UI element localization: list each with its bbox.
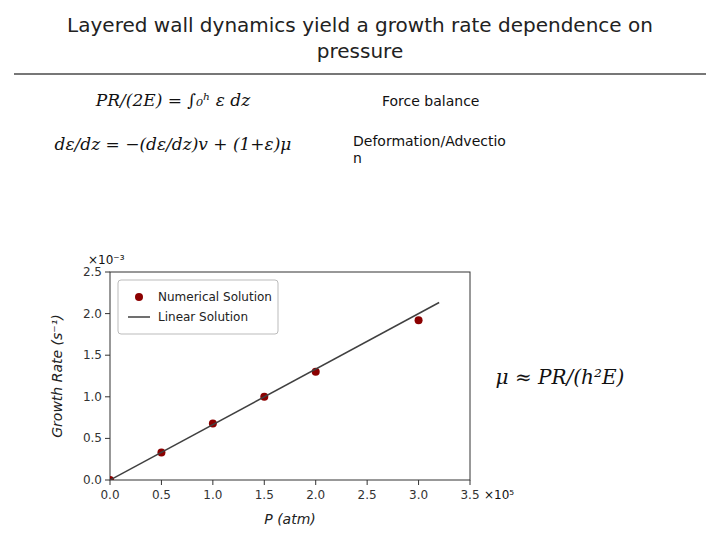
- legend-box: [118, 280, 278, 334]
- text-line: ×10⁵: [484, 488, 514, 502]
- x-tick: [470, 480, 471, 485]
- y-tick-label: 2.0: [83, 307, 102, 321]
- y-tick: [105, 480, 110, 481]
- text-line: Layered wall dynamics yield a growth rat…: [67, 13, 653, 37]
- x-tick: [264, 480, 265, 485]
- y-tick: [105, 438, 110, 439]
- x-axis-label: P (atm): [264, 511, 316, 527]
- legend-label: Numerical Solution: [158, 290, 272, 304]
- chart: Layered wall dynamics yield a growth rat…: [0, 0, 720, 540]
- annotation: μ ≈ PR/(h²E): [496, 365, 625, 389]
- y-tick: [105, 313, 110, 314]
- text-line: μ ≈ PR/(h²E): [496, 365, 625, 389]
- annotation: dε/dz = −(dε/dz)v + (1+ε)μ: [55, 134, 292, 154]
- y-tick-label: 2.5: [83, 265, 102, 279]
- title: Layered wall dynamics yield a growth rat…: [67, 13, 653, 63]
- x-tick: [212, 480, 213, 485]
- y-tick: [105, 355, 110, 356]
- y-tick-label: 0.5: [83, 431, 102, 445]
- annotation: Force balance: [382, 93, 479, 109]
- legend-swatch: [135, 293, 143, 301]
- x-tick: [367, 480, 368, 485]
- text-line: dε/dz = −(dε/dz)v + (1+ε)μ: [55, 134, 292, 154]
- text-line: ×10⁻³: [88, 253, 125, 267]
- text-line: n: [353, 150, 362, 166]
- title-rule: [14, 73, 706, 75]
- annotation: Deformation/Advection: [353, 133, 506, 166]
- legend-swatch: [128, 316, 150, 318]
- y-tick-label: 0.0: [83, 473, 102, 487]
- legend: Numerical Solution Linear Solution: [118, 280, 278, 334]
- background: [0, 0, 720, 540]
- x-tick-label: 0.5: [152, 488, 171, 502]
- x-tick: [418, 480, 419, 485]
- x-tick-label: 2.5: [358, 488, 377, 502]
- text-line: PR/(2E) = ∫₀ʰ ε dz: [95, 90, 251, 110]
- x-tick-label: 3.5: [460, 488, 479, 502]
- annotation: ×10⁵: [484, 488, 514, 502]
- text-line: Force balance: [382, 93, 479, 109]
- x-tick-label: 1.5: [255, 488, 274, 502]
- annotation: PR/(2E) = ∫₀ʰ ε dz: [95, 90, 251, 110]
- y-tick: [105, 272, 110, 273]
- x-tick: [315, 480, 316, 485]
- annotation: ×10⁻³: [88, 253, 125, 267]
- y-tick-label: 1.0: [83, 390, 102, 404]
- y-tick-label: 1.5: [83, 348, 102, 362]
- text-line: pressure: [317, 39, 403, 63]
- plot-frame: [110, 272, 470, 480]
- x-tick-label: 2.0: [306, 488, 325, 502]
- x-tick-label: 1.0: [203, 488, 222, 502]
- x-tick: [161, 480, 162, 485]
- x-tick-label: 3.0: [409, 488, 428, 502]
- y-tick: [105, 396, 110, 397]
- y-axis-label: Growth Rate (s⁻¹): [49, 314, 65, 438]
- text-line: Deformation/Advectio: [353, 133, 506, 149]
- x-tick-label: 0.0: [100, 488, 119, 502]
- legend-label: Linear Solution: [158, 310, 248, 324]
- scatter-point: [415, 316, 423, 324]
- x-tick: [110, 480, 111, 485]
